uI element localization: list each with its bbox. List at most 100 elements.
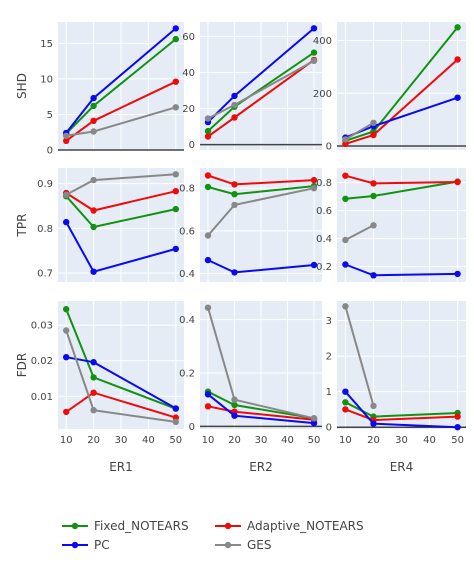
data-point-fixed-notears xyxy=(90,102,97,110)
y-tick-label: 60 xyxy=(182,32,195,43)
data-point-adaptive-notears xyxy=(204,403,212,410)
data-point-fixed-notears xyxy=(342,399,349,406)
data-point-fixed-notears xyxy=(90,374,97,381)
data-point-ges xyxy=(370,402,377,410)
data-point-ges xyxy=(204,232,212,239)
data-point-ges xyxy=(90,407,97,414)
panel-shd-er4: 0 200 400 xyxy=(313,22,466,153)
y-tick-label: 0 xyxy=(189,140,195,151)
legend-item-adaptive-notears[interactable]: Adaptive_NOTEARS xyxy=(215,519,364,533)
panels-layer: 051015020406002004000.70.80.90.40.60.80.… xyxy=(15,22,466,474)
data-point-pc xyxy=(310,261,318,269)
legend-marker-adaptive-notears xyxy=(224,522,232,530)
legend-item-fixed-notears[interactable]: Fixed_NOTEARS xyxy=(62,519,189,533)
data-point-ges xyxy=(231,201,238,209)
data-point-fixed-notears xyxy=(231,191,238,198)
y-tick-label: 0.8 xyxy=(179,184,195,195)
data-point-ges xyxy=(310,185,318,192)
data-point-adaptive-notears xyxy=(454,56,461,63)
data-point-adaptive-notears xyxy=(231,181,238,188)
legend-label-adaptive-notears: Adaptive_NOTEARS xyxy=(247,519,364,533)
y-tick-label: 3 xyxy=(326,316,332,327)
data-point-adaptive-notears xyxy=(454,413,461,420)
data-point-pc xyxy=(90,94,97,102)
series-line-ges xyxy=(344,306,375,407)
data-point-adaptive-notears xyxy=(204,172,212,179)
legend-label-pc: PC xyxy=(94,538,110,552)
data-point-adaptive-notears xyxy=(90,207,97,214)
data-point-ges xyxy=(172,104,179,111)
x-tick-label: 40 xyxy=(142,435,155,446)
data-point-pc xyxy=(310,25,318,32)
data-point-pc xyxy=(231,92,238,100)
y-tick-label: 0.4 xyxy=(179,315,195,326)
panel-shd-er1: 0 5 10 15 xyxy=(40,22,184,157)
x-tick-label: 40 xyxy=(423,435,436,446)
y-tick-label: 0.01 xyxy=(31,392,53,403)
x-tick-label: 30 xyxy=(395,435,408,446)
data-point-adaptive-notears xyxy=(342,172,349,179)
y-tick-label: 0.03 xyxy=(31,321,53,332)
y-tick-label: 0 xyxy=(189,422,195,433)
y-tick-label: 0 xyxy=(326,142,332,153)
data-point-adaptive-notears xyxy=(172,188,179,195)
y-tick-label: 200 xyxy=(313,89,332,100)
x-tick-label: 30 xyxy=(255,435,268,446)
x-tick-label: 10 xyxy=(202,435,215,446)
legend-marker-ges xyxy=(224,541,232,549)
data-point-ges xyxy=(204,304,212,311)
y-tick-label: 0.9 xyxy=(37,179,53,190)
y-tick-label: 0.4 xyxy=(316,234,332,245)
series-line-ges xyxy=(344,121,375,141)
data-point-adaptive-notears xyxy=(342,406,349,413)
data-point-fixed-notears xyxy=(172,35,179,43)
y-tick-label: 0.4 xyxy=(179,269,195,280)
panel-shd-er2: 0 20 40 60 xyxy=(182,22,322,151)
panel-fdr-er2: 0 0.2 0.4 10 20 30 40 50 xyxy=(179,301,322,446)
data-point-pc xyxy=(172,245,179,253)
y-tick-label: 2 xyxy=(326,352,332,363)
data-point-pc xyxy=(342,388,349,395)
column-label-er1: ER1 xyxy=(109,460,133,474)
data-point-adaptive-notears xyxy=(90,117,97,125)
data-point-pc xyxy=(62,218,70,226)
data-point-adaptive-notears xyxy=(370,180,377,187)
y-tick-label: 0.7 xyxy=(37,269,53,280)
data-point-pc xyxy=(204,256,212,264)
y-tick-label: 40 xyxy=(182,68,195,79)
data-point-adaptive-notears xyxy=(454,178,461,186)
data-point-fixed-notears xyxy=(204,127,212,135)
x-tick-label: 40 xyxy=(281,435,294,446)
legend-item-pc[interactable]: PC xyxy=(62,538,110,552)
panel-tpr-er4: 0.2 0.4 0.6 0.8 xyxy=(316,168,466,282)
y-tick-label: 1 xyxy=(326,387,332,398)
column-label-er4: ER4 xyxy=(390,460,414,474)
data-point-ges xyxy=(62,191,70,198)
data-point-pc xyxy=(454,424,461,431)
x-tick-label: 20 xyxy=(228,435,241,446)
x-tick-label: 50 xyxy=(451,435,464,446)
data-point-pc xyxy=(172,405,179,412)
y-tick-label: 0 xyxy=(326,423,332,434)
x-tick-label: 50 xyxy=(169,435,182,446)
data-point-fixed-notears xyxy=(62,306,70,313)
data-point-ges xyxy=(370,119,377,127)
legend: Fixed_NOTEARS Adaptive_NOTEARS PC GES xyxy=(62,519,364,552)
x-tick-label: 50 xyxy=(308,435,321,446)
y-tick-label: 0 xyxy=(47,146,53,157)
legend-item-ges[interactable]: GES xyxy=(215,538,272,552)
data-point-adaptive-notears xyxy=(342,140,349,148)
data-point-fixed-notears xyxy=(90,223,97,231)
data-point-pc xyxy=(231,269,238,276)
data-point-ges xyxy=(310,57,318,64)
data-point-ges xyxy=(342,236,349,244)
y-tick-label: 400 xyxy=(313,36,332,47)
y-tick-label: 0.2 xyxy=(179,369,195,380)
data-point-adaptive-notears xyxy=(204,133,212,140)
data-point-ges xyxy=(90,176,97,184)
data-point-ges xyxy=(342,303,349,310)
panel-tpr-er2: 0.4 0.6 0.8 xyxy=(179,168,322,282)
data-point-fixed-notears xyxy=(342,195,349,202)
data-point-pc xyxy=(454,270,461,278)
